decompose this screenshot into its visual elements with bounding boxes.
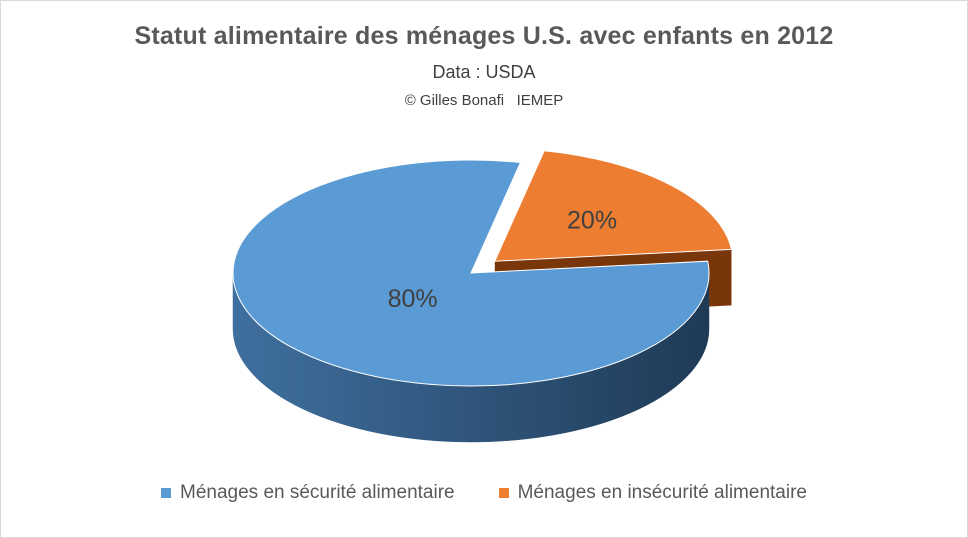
chart-legend: Ménages en sécurité alimentaire Ménages … <box>0 482 968 504</box>
data-label-insecurite: 20% <box>567 207 617 235</box>
chart-title: Statut alimentaire des ménages U.S. avec… <box>134 22 834 50</box>
chart-credit: © Gilles Bonafi IEMEP <box>404 92 564 109</box>
slice-securite <box>232 159 710 387</box>
legend-label-securite: Ménages en sécurité alimentaire <box>180 482 455 503</box>
legend-label-insecurite: Ménages en insécurité alimentaire <box>517 482 807 503</box>
data-label-securite: 80% <box>388 285 438 313</box>
slice-insecurite <box>493 150 733 262</box>
chart-subtitle: Data : USDA <box>432 62 536 82</box>
legend-item-insecurite: Ménages en insécurité alimentaire <box>498 482 807 504</box>
legend-swatch-insecurite <box>498 488 509 498</box>
legend-swatch-securite <box>161 488 171 498</box>
legend-item-securite: Ménages en sécurité alimentaire <box>161 482 455 504</box>
